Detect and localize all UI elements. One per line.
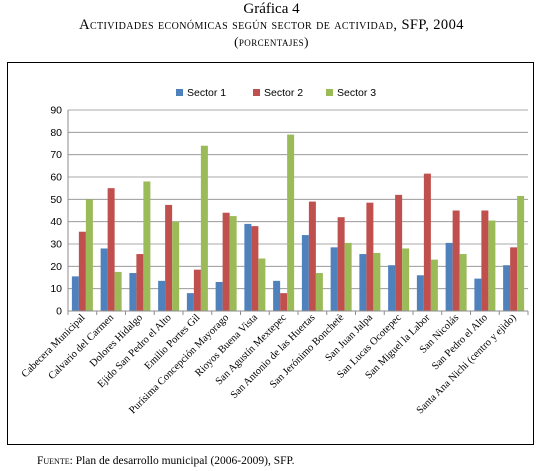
bar-sector-1	[301, 235, 309, 311]
bar-sector-2	[423, 173, 431, 311]
y-tick-label: 80	[50, 127, 62, 139]
bar-sector-3	[200, 145, 208, 311]
y-tick-label: 30	[50, 239, 62, 251]
bar-sector-2	[193, 269, 201, 311]
bar-sector-2	[136, 254, 144, 311]
bar-sector-1	[359, 254, 367, 311]
bar-sector-1	[445, 242, 453, 311]
legend-label: Sector 3	[337, 87, 376, 99]
bar-sector-2	[308, 201, 316, 311]
legend-swatch	[326, 89, 333, 96]
bar-sector-1	[388, 265, 396, 311]
bar-sector-2	[337, 217, 345, 311]
bar-sector-3	[287, 134, 295, 311]
figure-subtitle: (porcentajes)	[234, 34, 309, 49]
y-tick-label: 10	[50, 283, 62, 295]
legend-label: Sector 2	[264, 87, 303, 99]
bar-sector-2	[395, 194, 403, 311]
figure-header: Gráfica 4 Actividades económicas según s…	[0, 0, 543, 50]
bar-sector-1	[186, 293, 194, 311]
bar-sector-2	[222, 212, 230, 311]
bar-sector-2	[107, 188, 115, 311]
bar-sector-1	[503, 265, 511, 311]
legend-item: Sector 2	[253, 87, 303, 99]
bar-sector-3	[517, 195, 525, 311]
bar-sector-3	[402, 248, 410, 311]
legend-swatch	[176, 89, 183, 96]
bar-sector-1	[100, 248, 108, 311]
bar-sector-3	[258, 258, 266, 311]
bar-sector-1	[474, 278, 482, 311]
source-note: Fuente: Plan de desarrollo municipal (20…	[37, 455, 295, 467]
bar-sector-1	[215, 281, 223, 311]
y-tick-label: 90	[50, 105, 62, 117]
legend-swatch	[253, 89, 260, 96]
source-text: Plan de desarrollo municipal (2006-2009)…	[75, 455, 295, 467]
bar-sector-3	[459, 254, 467, 311]
y-tick-label: 50	[50, 194, 62, 206]
bar-sector-3	[373, 252, 381, 311]
bar-sector-3	[85, 199, 93, 311]
y-tick-label: 0	[56, 306, 62, 318]
figure-title: Actividades económicas según sector de a…	[79, 17, 464, 33]
y-tick-label: 70	[50, 149, 62, 161]
bar-sector-1	[129, 273, 137, 311]
bar-sector-2	[78, 231, 86, 311]
bar-sector-3	[143, 181, 151, 311]
bar-sector-1	[71, 276, 79, 311]
bar-sector-3	[114, 271, 122, 311]
bar-sector-2	[280, 293, 288, 311]
bar-sector-1	[416, 275, 424, 311]
bar-sector-3	[430, 259, 438, 311]
bar-sector-1	[244, 223, 252, 311]
bar-sector-3	[488, 220, 496, 311]
y-tick-label: 60	[50, 172, 62, 184]
y-tick-label: 20	[50, 261, 62, 273]
bar-sector-1	[158, 280, 166, 311]
bar-sector-3	[315, 273, 323, 311]
bar-sector-3	[229, 216, 237, 311]
bar-sector-2	[452, 210, 460, 311]
y-tick-label: 40	[50, 216, 62, 228]
legend-label: Sector 1	[187, 87, 226, 99]
bar-sector-2	[510, 247, 518, 311]
source-label: Fuente:	[37, 455, 73, 467]
legend-item: Sector 1	[176, 87, 226, 99]
bar-sector-1	[330, 247, 338, 311]
legend-item: Sector 3	[326, 87, 376, 99]
figure-number: Gráfica 4	[243, 1, 300, 17]
bar-sector-2	[481, 210, 489, 311]
bar-sector-2	[366, 202, 374, 311]
bar-sector-3	[344, 242, 352, 311]
bar-sector-2	[251, 226, 259, 311]
bar-sector-3	[172, 221, 180, 311]
bar-sector-2	[165, 204, 173, 311]
chart-frame	[7, 62, 534, 445]
bar-sector-1	[273, 280, 281, 311]
